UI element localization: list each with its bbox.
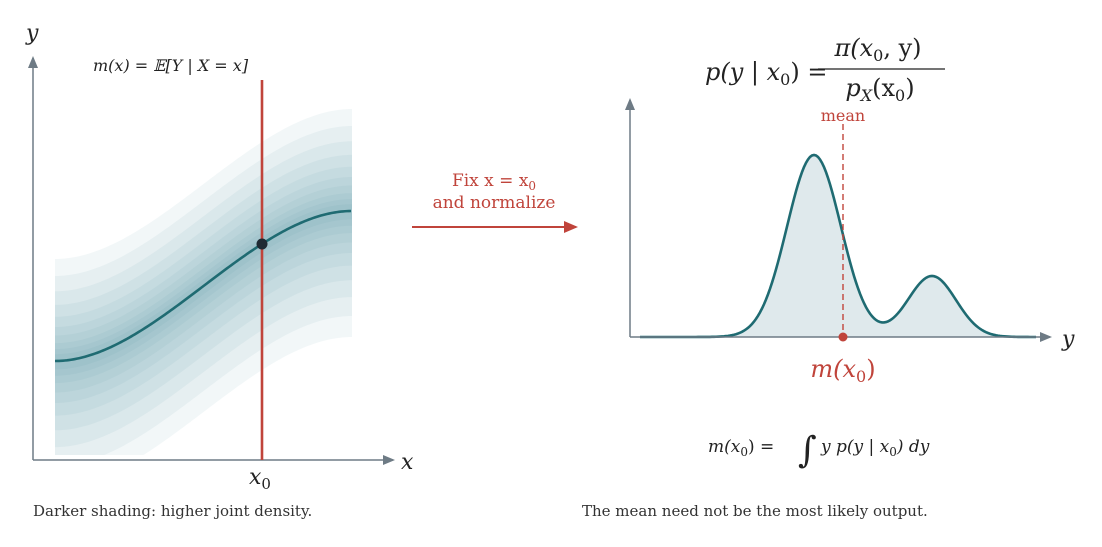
left-caption: Darker shading: higher joint density. xyxy=(33,502,312,520)
curve-label: m(x) = 𝔼[Y | X = x] xyxy=(93,56,249,75)
fix-x-label: Fix x = x0 xyxy=(452,171,536,193)
density-band xyxy=(55,141,352,448)
conditional-mean-curve xyxy=(54,209,352,363)
density-band xyxy=(55,126,352,455)
slice-point xyxy=(256,238,268,250)
mean-label: mean xyxy=(821,106,865,125)
integral-rhs: y p(y | x0) dy xyxy=(820,437,930,459)
density-band xyxy=(55,185,352,393)
formula-denominator: pX(x0) xyxy=(845,74,914,105)
conditional-density-formula: p(y | x0) = π(x0, y) pX(x0) xyxy=(705,34,945,105)
formula-numerator: π(x0, y) xyxy=(833,34,921,65)
right-x-axis-label: y xyxy=(1061,327,1075,352)
integral-lhs: m(x0) = xyxy=(708,437,774,459)
mean-point xyxy=(838,332,848,342)
mean-integral-formula: m(x0) = ∫ y p(y | x0) dy xyxy=(708,430,930,471)
right-caption: The mean need not be the most likely out… xyxy=(582,502,928,520)
integral-sign: ∫ xyxy=(798,430,817,471)
density-fill xyxy=(640,155,1037,337)
formula-lhs: p(y | x0) = xyxy=(705,58,827,89)
density-band xyxy=(55,193,352,384)
left-x-axis-label: x xyxy=(401,450,414,475)
joint-density-shading xyxy=(55,109,352,455)
density-band xyxy=(55,154,352,431)
left-y-axis-label: y xyxy=(25,21,39,46)
normalize-label: and normalize xyxy=(433,193,556,213)
mean-value-label: m(x0) xyxy=(810,355,875,386)
x0-tick-label: x0 xyxy=(249,465,271,493)
density-band xyxy=(55,109,352,455)
density-band xyxy=(55,166,352,416)
